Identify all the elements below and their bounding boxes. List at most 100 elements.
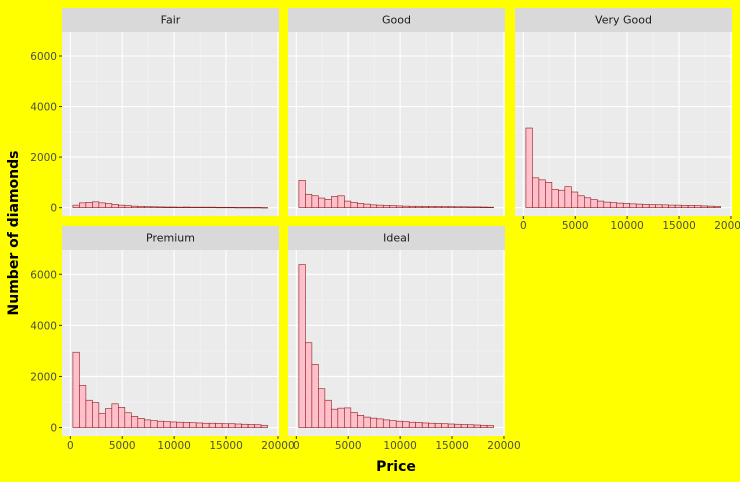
histogram-bar — [648, 204, 656, 208]
histogram-bar — [467, 424, 475, 428]
histogram-bar — [668, 204, 676, 208]
histogram-bar — [357, 415, 365, 428]
histogram-bar — [189, 422, 197, 428]
facet-label-premium: Premium — [146, 232, 195, 245]
histogram-bar — [118, 204, 126, 208]
histogram-bar — [454, 423, 462, 428]
histogram-bar — [234, 423, 242, 428]
histogram-bar — [421, 422, 429, 428]
histogram-bar — [189, 206, 197, 208]
histogram-bar — [577, 195, 585, 208]
y-axis-title: Number of diamonds — [6, 151, 22, 316]
facet-strip-very-good — [515, 8, 732, 32]
facet-panels: Fair Good Very Good Premium Ideal — [62, 8, 732, 436]
histogram-bar — [311, 364, 319, 428]
x-tick-label: 10000 — [157, 440, 190, 452]
histogram-bar — [79, 385, 87, 428]
histogram-bar — [208, 206, 216, 208]
histogram-bar — [389, 205, 397, 208]
histogram-bar — [254, 207, 262, 209]
histogram-bar — [215, 423, 223, 428]
histogram-bar — [202, 206, 210, 208]
histogram-bar — [176, 206, 184, 208]
histogram-bar — [655, 204, 663, 208]
histogram-bar — [331, 408, 339, 428]
histogram-bar — [111, 204, 119, 208]
histogram-bar — [382, 205, 391, 208]
histogram-bar — [260, 424, 268, 428]
x-tick-label: 5000 — [109, 440, 136, 452]
histogram-bar — [350, 412, 358, 428]
histogram-bar — [215, 206, 223, 209]
histogram-bar — [460, 424, 468, 428]
histogram-bar — [622, 203, 631, 208]
histogram-bar — [228, 206, 236, 209]
histogram-bar — [532, 177, 540, 208]
histogram-bar — [118, 407, 126, 428]
histogram-bar — [85, 202, 93, 208]
histogram-bar — [337, 195, 345, 208]
histogram-bar — [428, 206, 436, 208]
histogram-bar — [72, 204, 80, 208]
x-axes: 0500010000150002000005000100001500020000… — [67, 216, 740, 452]
x-tick-label: 20000 — [487, 440, 520, 452]
histogram-bar — [208, 422, 216, 428]
histogram-bar — [305, 342, 313, 428]
facet-very-good: Very Good — [515, 8, 732, 216]
facet-strip-fair — [62, 8, 279, 32]
histogram-bar — [434, 206, 442, 208]
histogram-bar — [137, 206, 145, 208]
histogram-bar — [467, 206, 475, 208]
histogram-bar — [131, 205, 139, 208]
x-tick-label: 10000 — [610, 220, 643, 232]
histogram-bar — [195, 422, 203, 428]
x-tick-label: 5000 — [562, 220, 589, 232]
histogram-bar — [92, 201, 100, 208]
histogram-bar — [421, 206, 429, 208]
histogram-bar — [344, 407, 352, 428]
histogram-bar — [590, 199, 598, 208]
histogram-bar — [538, 179, 546, 208]
histogram-bar — [629, 203, 637, 208]
histogram-bar — [182, 206, 191, 208]
histogram-bar — [635, 203, 644, 208]
histogram-bar — [687, 205, 695, 208]
histogram-bar — [254, 424, 262, 428]
histogram-bar — [79, 202, 87, 208]
histogram-bar — [318, 388, 326, 428]
histogram-bar — [428, 422, 436, 428]
histogram-bar — [344, 200, 352, 208]
x-tick-label: 20000 — [714, 220, 740, 232]
histogram-bar — [369, 417, 378, 428]
histogram-bar — [395, 420, 404, 428]
histogram-bar — [318, 197, 326, 208]
panel-background-fair — [62, 32, 279, 216]
facet-fair: Fair — [62, 8, 279, 216]
histogram-bar — [415, 422, 423, 428]
histogram-bar — [156, 420, 165, 428]
histogram-bar — [376, 204, 384, 208]
histogram-bar — [661, 204, 669, 208]
histogram-bar — [337, 407, 345, 428]
y-tick-label: 6000 — [30, 269, 57, 281]
facet-strip-ideal — [288, 226, 505, 250]
histogram-bar — [241, 423, 249, 428]
y-tick-label: 6000 — [30, 51, 57, 63]
histogram-bar — [350, 202, 358, 208]
histogram-bar — [363, 416, 371, 428]
histogram-bar — [382, 419, 391, 428]
histogram-bar — [111, 403, 119, 428]
histogram-bar — [202, 422, 210, 428]
histogram-bar — [564, 186, 572, 208]
histogram-bar — [357, 203, 365, 208]
histogram-bar — [480, 206, 488, 208]
histogram-bar — [124, 412, 132, 428]
x-tick-label: 0 — [520, 220, 527, 232]
facet-strip-premium — [62, 226, 279, 250]
x-tick-label: 20000 — [261, 440, 294, 452]
facet-label-fair: Fair — [161, 14, 181, 27]
histogram-bar — [454, 206, 462, 208]
histogram-bar — [415, 205, 423, 208]
histogram-bar — [324, 199, 332, 208]
y-tick-label: 0 — [50, 203, 57, 215]
